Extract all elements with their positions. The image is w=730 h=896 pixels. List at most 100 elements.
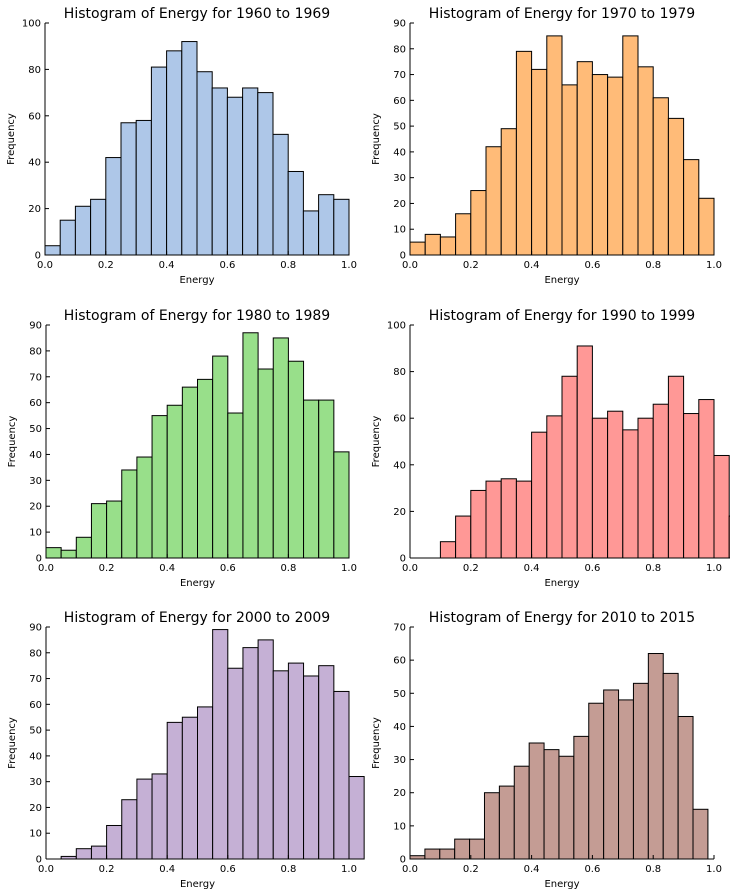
histogram-bar	[75, 536, 92, 559]
y-tick-label: 50	[393, 689, 406, 700]
y-tick-label: 80	[29, 648, 42, 659]
histogram-bar	[469, 838, 485, 860]
histogram-bar	[588, 702, 605, 860]
y-tick-label: 30	[393, 755, 406, 766]
histogram-bar	[607, 410, 624, 559]
y-tick-label: 0	[400, 855, 406, 866]
histogram-bar	[59, 219, 76, 256]
histogram-bar	[439, 236, 457, 256]
y-tick-label: 80	[29, 346, 42, 357]
histogram-bar	[576, 61, 593, 256]
histogram-bar	[181, 716, 199, 860]
y-tick-label: 90	[29, 321, 42, 332]
histogram-bar	[106, 824, 123, 860]
x-tick-label: 0.8	[645, 864, 661, 875]
histogram-bar	[652, 97, 669, 256]
y-tick-label: 40	[28, 158, 41, 169]
histogram-bar	[515, 50, 533, 256]
y-axis-label: Frequency	[371, 416, 382, 468]
histogram-bar	[485, 146, 502, 256]
x-tick-label: 0.2	[99, 563, 115, 574]
histogram-bar	[197, 378, 214, 559]
histogram-bar	[546, 415, 563, 559]
x-tick-label: 0.0	[38, 563, 54, 574]
histogram-bar	[105, 157, 122, 256]
y-tick-label: 20	[29, 803, 42, 814]
y-tick-label: 50	[29, 424, 42, 435]
histogram-bar	[333, 690, 350, 860]
y-tick-label: 40	[393, 722, 406, 733]
y-tick-label: 70	[393, 623, 406, 634]
histogram-bar	[603, 689, 620, 860]
histogram-bar	[513, 765, 530, 860]
y-tick-label: 70	[29, 372, 42, 383]
histogram-bar	[287, 170, 304, 256]
x-tick-label: 1.0	[341, 563, 357, 574]
histogram-bar	[318, 399, 335, 559]
y-tick-label: 20	[393, 788, 406, 799]
histogram-bar	[45, 547, 62, 559]
x-tick-label: 0.6	[220, 864, 236, 875]
histogram-bar	[166, 404, 183, 559]
histogram-bar	[622, 429, 639, 559]
y-tick-label: 50	[29, 726, 42, 737]
x-tick-label: 1.0	[706, 260, 722, 271]
histogram-bar	[166, 721, 183, 860]
histogram-bar	[303, 399, 320, 559]
histogram-bar	[257, 639, 274, 860]
y-tick-label: 30	[393, 173, 406, 184]
histogram-bar	[227, 412, 244, 559]
y-axis-label: Frequency	[7, 717, 18, 769]
y-tick-label: 0	[35, 251, 41, 262]
histogram-bar	[698, 399, 715, 559]
y-axis-label: Frequency	[371, 717, 382, 769]
y-tick-label: 80	[393, 44, 406, 55]
y-tick-label: 80	[393, 367, 406, 378]
histogram-bar	[333, 198, 350, 256]
y-tick-label: 10	[29, 829, 42, 840]
y-tick-label: 40	[29, 751, 42, 762]
histogram-bar	[500, 128, 517, 256]
x-axis-label: Energy	[180, 578, 215, 589]
histogram-bar	[561, 375, 578, 559]
y-tick-label: 20	[393, 507, 406, 518]
histogram-panel: 0.0 0.2 0.4 0.6 0.8 1.0 0 10 20 30 40 50 60 70 80 90 His…	[7, 610, 365, 890]
x-tick-label: 0.0	[402, 864, 418, 875]
histogram-bar	[120, 122, 137, 256]
y-tick-label: 0	[400, 251, 406, 262]
y-tick-label: 100	[22, 19, 41, 30]
x-tick-label: 0.8	[280, 260, 296, 271]
x-tick-label: 0.8	[645, 563, 661, 574]
histogram-bar	[591, 417, 609, 559]
y-tick-label: 20	[393, 199, 406, 210]
x-tick-label: 0.6	[584, 864, 600, 875]
y-tick-label: 40	[29, 450, 42, 461]
histogram-bar	[409, 241, 426, 256]
histogram-bar	[151, 773, 168, 860]
histogram-bar	[531, 431, 548, 559]
x-tick-label: 0.2	[463, 260, 479, 271]
x-tick-label: 0.0	[37, 260, 53, 271]
y-tick-label: 60	[28, 111, 41, 122]
x-tick-label: 0.0	[38, 864, 54, 875]
y-tick-label: 10	[393, 225, 406, 236]
histogram-bar	[439, 848, 456, 860]
x-tick-label: 0.4	[159, 260, 175, 271]
histogram-panel: 0.0 0.2 0.4 0.6 0.8 1.0 0 10 20 30 40 50 60 70 Histogr…	[371, 610, 722, 890]
histogram-bar	[470, 190, 487, 256]
histogram-bar	[302, 210, 320, 256]
histogram-bar	[528, 742, 545, 860]
histogram-bar	[632, 682, 649, 860]
histogram-bar	[647, 653, 664, 860]
histogram-bar	[424, 233, 441, 256]
histogram-bar	[652, 403, 669, 559]
histogram-bar	[546, 35, 563, 256]
x-tick-label: 0.6	[220, 563, 236, 574]
histogram-bar	[662, 672, 679, 860]
y-tick-label: 90	[29, 623, 42, 634]
chart-title: Histogram of Energy for 1960 to 1969	[64, 6, 330, 22]
histogram-bar	[226, 96, 244, 256]
histogram-bar	[498, 785, 515, 860]
x-tick-label: 0.4	[159, 563, 175, 574]
histogram-bar	[287, 360, 305, 559]
